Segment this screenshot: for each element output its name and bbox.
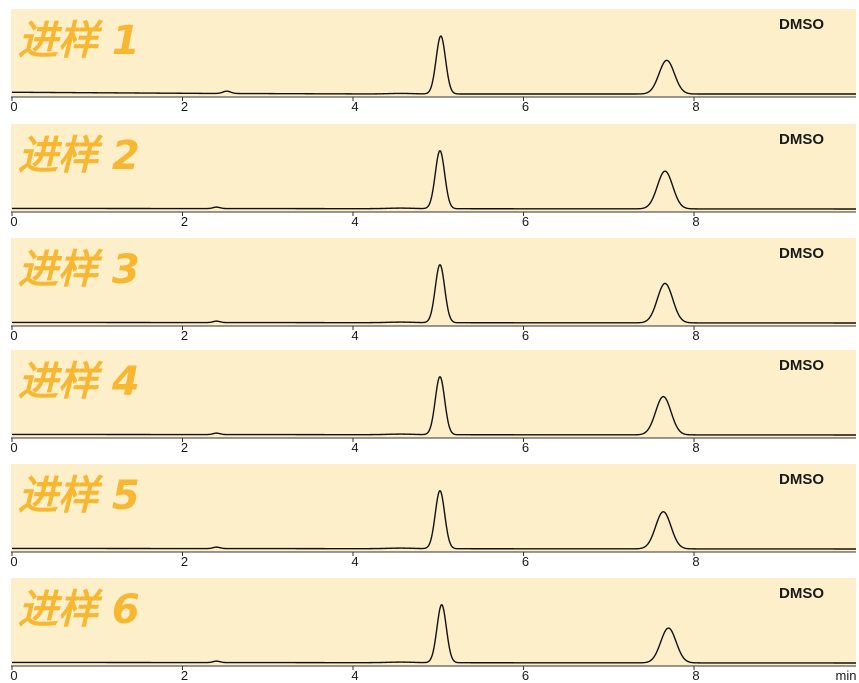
- x-tick-label: 8: [692, 440, 699, 455]
- x-tick-label: 4: [351, 668, 358, 683]
- chromatogram-panel-2: 进样 2 DMSO 0 2 4 6 8: [10, 124, 857, 229]
- solvent-tag: DMSO: [779, 245, 824, 262]
- x-tick-label: 2: [181, 554, 188, 569]
- x-tick-label: 0: [10, 440, 17, 455]
- x-tick-label: 6: [522, 668, 529, 683]
- x-tick-label: 6: [522, 328, 529, 343]
- chromatogram-panel-1: 进样 1 DMSO 0 2 4 6 8: [10, 9, 857, 114]
- panel-title: 进样 4: [18, 359, 140, 405]
- x-tick-label: 4: [351, 328, 358, 343]
- x-tick-label: 8: [692, 214, 699, 229]
- x-tick-label: 4: [351, 440, 358, 455]
- x-tick-label: 0: [10, 99, 17, 114]
- panel-title: 进样 6: [18, 587, 140, 633]
- solvent-tag: DMSO: [779, 357, 824, 374]
- panel-title: 进样 1: [18, 18, 140, 64]
- solvent-tag: DMSO: [779, 131, 824, 148]
- x-tick-label: 0: [10, 214, 17, 229]
- x-tick-label: 6: [522, 440, 529, 455]
- x-tick-label: 8: [692, 554, 699, 569]
- x-tick-label: 8: [692, 328, 699, 343]
- x-tick-label: 2: [181, 214, 188, 229]
- x-tick-label: 2: [181, 328, 188, 343]
- x-tick-label: 0: [10, 554, 17, 569]
- chromatogram-trace: [11, 604, 857, 664]
- panel-background: [11, 464, 856, 552]
- chromatogram-trace: [11, 264, 857, 324]
- x-tick-label: 4: [351, 214, 358, 229]
- panel-background: [11, 124, 856, 212]
- solvent-tag: DMSO: [779, 585, 824, 602]
- panel-title: 进样 3: [18, 247, 140, 293]
- x-tick-label: 0: [10, 328, 17, 343]
- x-tick-label: 2: [181, 668, 188, 683]
- x-tick-label: 6: [522, 214, 529, 229]
- chromatogram-panel-6: 进样 6 DMSO 0 2 4 6 8 min: [10, 578, 856, 683]
- x-tick-label: 2: [181, 440, 188, 455]
- chromatogram-trace: [11, 490, 857, 550]
- panel-background: [11, 238, 856, 326]
- chromatogram-trace: [11, 150, 857, 210]
- panel-title: 进样 5: [18, 473, 140, 519]
- chromatogram-trace: [11, 35, 857, 95]
- x-axis-unit: min: [836, 668, 857, 683]
- panel-background: [11, 9, 856, 97]
- panel-background: [11, 350, 856, 438]
- x-tick-label: 8: [692, 668, 699, 683]
- chromatogram-panel-3: 进样 3 DMSO 0 2 4 6 8: [10, 238, 857, 343]
- x-tick-label: 2: [181, 99, 188, 114]
- chromatogram-trace: [11, 376, 857, 436]
- x-tick-label: 8: [692, 99, 699, 114]
- x-tick-label: 4: [351, 99, 358, 114]
- solvent-tag: DMSO: [779, 471, 824, 488]
- x-tick-label: 0: [10, 668, 17, 683]
- panel-title: 进样 2: [18, 133, 140, 179]
- x-tick-label: 4: [351, 554, 358, 569]
- chromatogram-panel-4: 进样 4 DMSO 0 2 4 6 8: [10, 350, 857, 455]
- chromatogram-panel-5: 进样 5 DMSO 0 2 4 6 8: [10, 464, 857, 569]
- x-tick-label: 6: [522, 554, 529, 569]
- solvent-tag: DMSO: [779, 16, 824, 33]
- x-tick-label: 6: [522, 99, 529, 114]
